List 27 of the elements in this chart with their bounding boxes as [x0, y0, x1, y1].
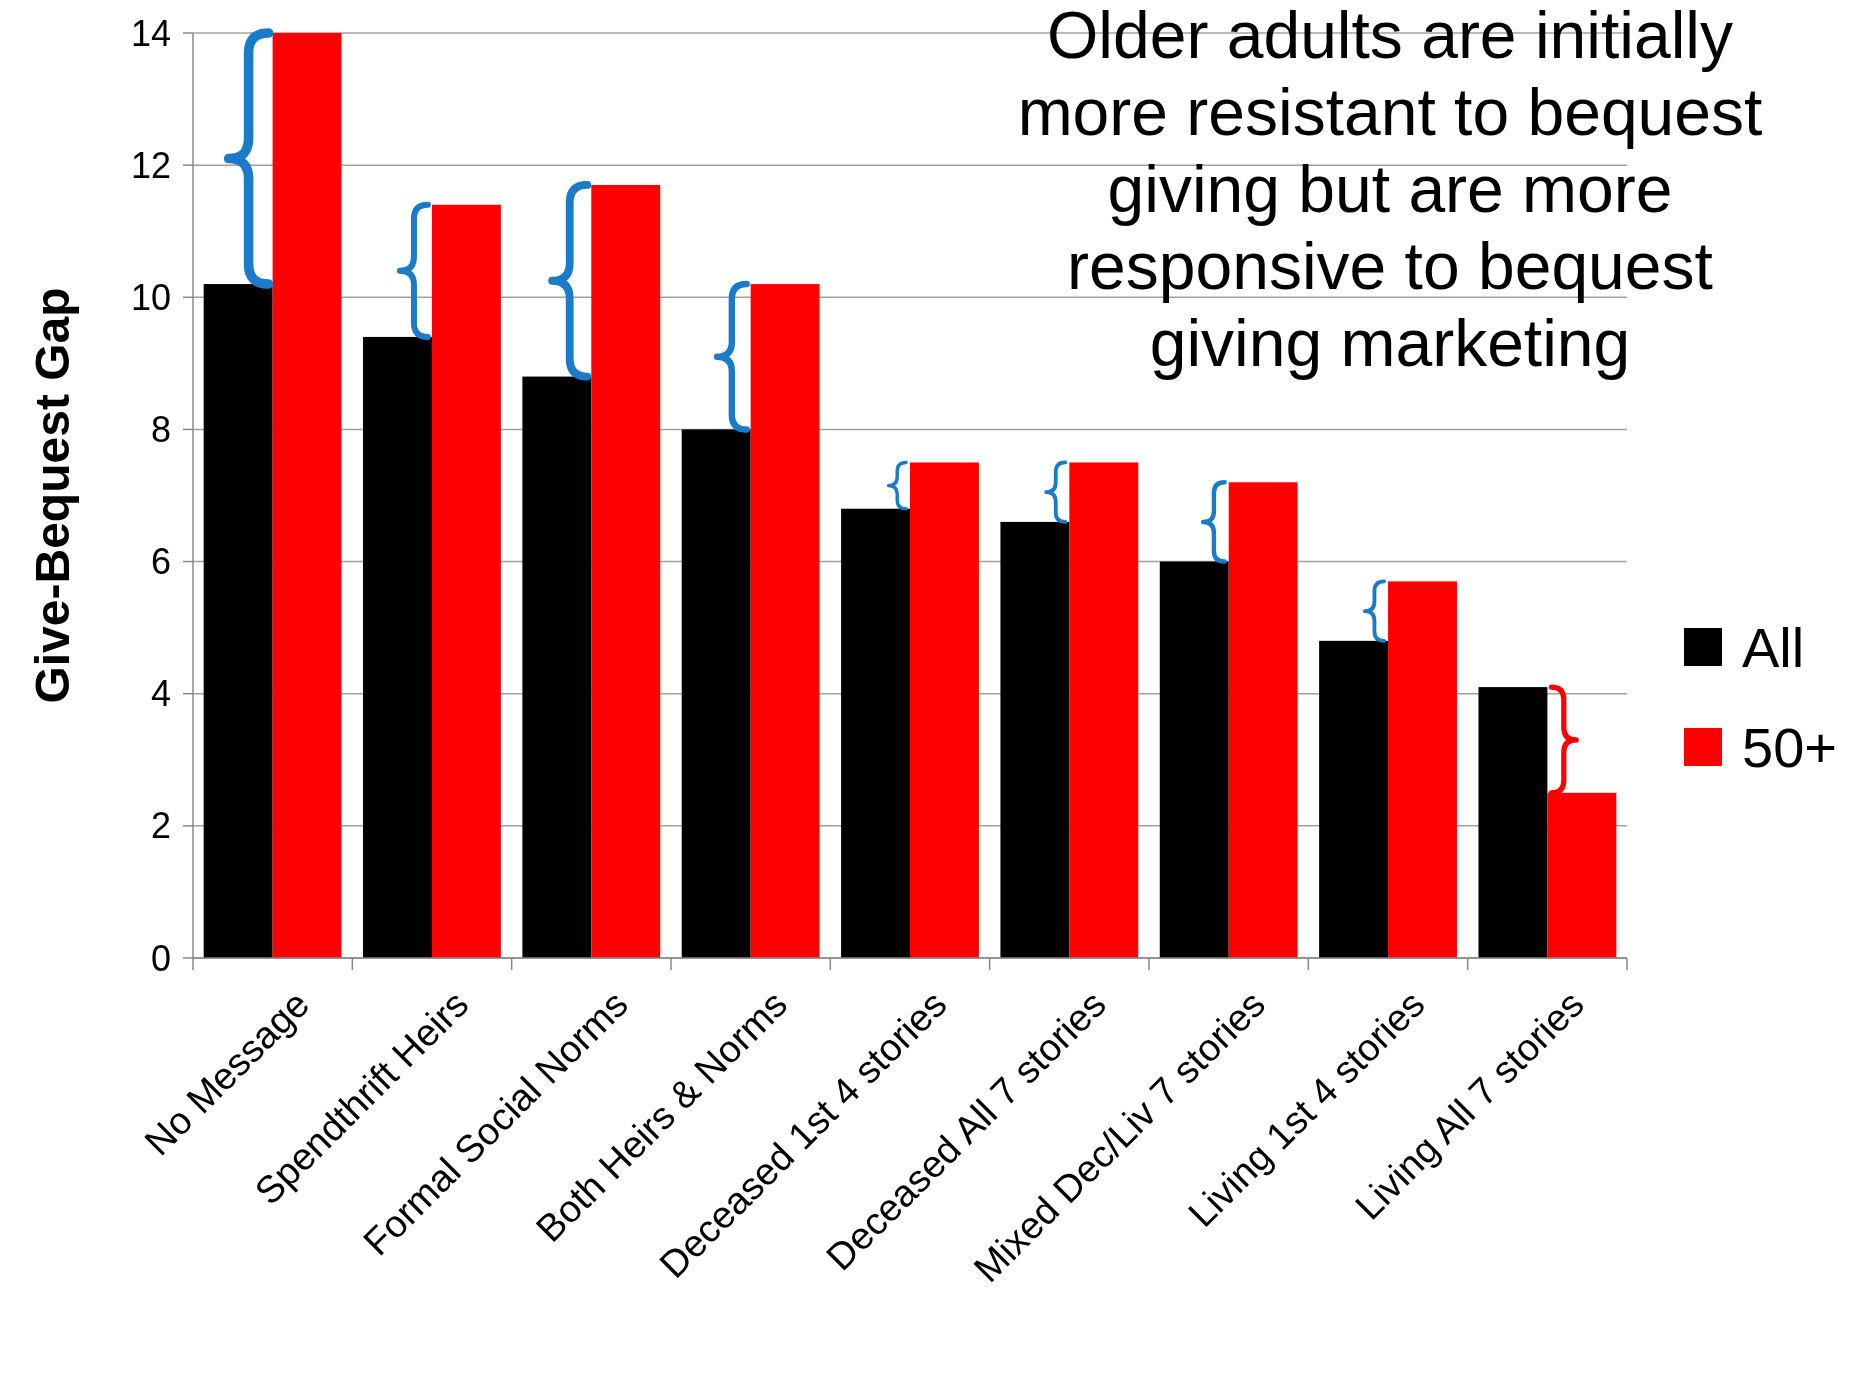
- bar: [1000, 521, 1070, 958]
- bar: [1159, 561, 1229, 958]
- bar: [272, 33, 342, 958]
- bar: [363, 336, 432, 958]
- y-tick-label: 14: [130, 12, 171, 54]
- bar: [591, 184, 661, 958]
- bar: [1069, 462, 1139, 958]
- y-tick-label: 10: [130, 276, 171, 318]
- bar: [1388, 581, 1457, 958]
- y-tick-label: 2: [150, 805, 171, 847]
- bar: [1547, 792, 1617, 958]
- y-tick-label: 12: [130, 144, 171, 186]
- legend-label: All: [1742, 615, 1805, 679]
- annotation: Older adults are initially more resistant to bequest giving but are more responsive to bequest giving marketing: [1017, 0, 1763, 380]
- bar: [1319, 640, 1389, 958]
- bar: [431, 204, 501, 958]
- bar: [1228, 482, 1298, 958]
- bar: [750, 284, 820, 958]
- y-tick-label: 6: [150, 541, 171, 583]
- bar: [910, 462, 979, 958]
- y-tick-label: 0: [150, 937, 171, 979]
- bar: [841, 508, 910, 958]
- y-axis-title: Give-Bequest Gap: [25, 287, 79, 704]
- y-tick-label: 8: [150, 409, 171, 451]
- bar: [1478, 687, 1548, 958]
- legend-label: 50+: [1742, 715, 1837, 779]
- y-tick-label: 4: [150, 673, 171, 715]
